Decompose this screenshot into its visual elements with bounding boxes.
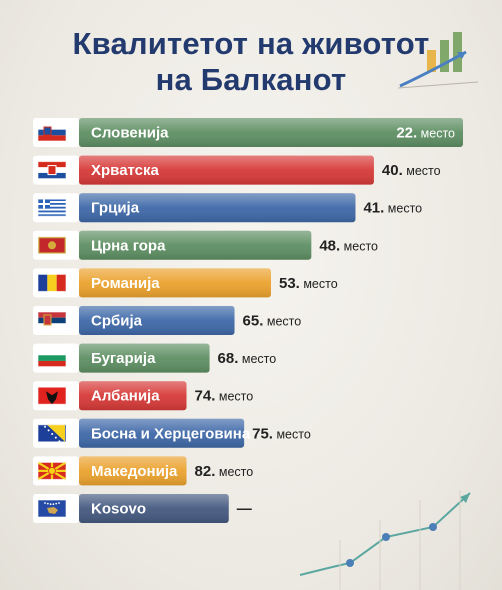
flag-montenegro-icon [37, 236, 67, 255]
category-label: Бугарија [91, 350, 156, 367]
category-label: Албанија [91, 388, 160, 405]
rank-label: 68. место [218, 350, 277, 367]
bar-shine [79, 456, 187, 486]
category-label: Македонија [91, 463, 178, 480]
rank-label: 82. место [195, 463, 254, 480]
category-label: Босна и Херцеговина [91, 425, 251, 442]
category-label: Словенија [91, 125, 169, 142]
bar-row: Романија 53. место [33, 268, 338, 298]
flag-kosovo-icon [37, 499, 67, 518]
category-label: Хрватска [91, 162, 160, 179]
growth-chart-icon [397, 32, 479, 89]
flag-serbia-icon [37, 311, 67, 330]
rank-label: 22. место [396, 125, 455, 142]
category-label: Србија [91, 313, 143, 330]
bar-shine [79, 306, 235, 335]
rank-label: — [237, 501, 252, 518]
bar-shine [79, 381, 187, 411]
bar-shine [79, 268, 271, 298]
bar-shine [79, 118, 463, 147]
bar-row: Србија 65. место [33, 306, 301, 335]
category-label: Романија [91, 275, 160, 292]
bar-row: Црна гора 48. место [33, 230, 378, 260]
category-label: Грција [91, 200, 140, 217]
flag-bosnia-icon [37, 424, 67, 443]
flag-slovenia-icon [37, 123, 67, 142]
flag-bulgaria-icon [37, 349, 67, 368]
flag-croatia-icon [37, 161, 67, 180]
rank-label: 48. место [319, 237, 378, 254]
bar-shine [79, 230, 312, 260]
bar-row: Хрватска 40. место [33, 155, 441, 185]
title-line-1: Квалитетот на животот [72, 26, 430, 61]
bar-row: Албанија 74. место [33, 381, 254, 411]
category-label: Kosovo [91, 501, 146, 518]
bar-shine [79, 343, 210, 373]
bar-row: Kosovo — [33, 494, 252, 523]
flag-greece-icon [37, 198, 67, 217]
flag-romania-icon [37, 273, 67, 292]
bar-shine [79, 193, 356, 223]
rank-label: 40. место [382, 162, 441, 179]
rank-label: 75. место [252, 425, 311, 442]
bar-row: Грција 41. место [33, 193, 422, 223]
rank-label: 65. место [243, 313, 302, 330]
rank-label: 41. место [363, 200, 422, 217]
bar-row: Босна и Херцеговина 75. место [33, 418, 311, 448]
rank-label: 53. место [279, 275, 338, 292]
bar-row: Бугарија 68. место [33, 343, 277, 373]
bar-row: Словенија 22. место [33, 118, 463, 147]
bar-shine [79, 494, 229, 523]
flag-albania-icon [37, 386, 67, 405]
bar-row: Македонија 82. место [33, 456, 254, 486]
bars-group: Словенија 22. место Хрватска 40. место Грциј… [33, 118, 463, 523]
title-line-2: на Балканот [155, 62, 347, 97]
bar-shine [79, 418, 245, 448]
rank-label: 74. место [195, 388, 254, 405]
category-label: Црна гора [91, 237, 166, 254]
trend-line-decoration [299, 490, 471, 590]
bar-shine [79, 155, 374, 185]
chart-title: Квалитетот на животот на Балканот [0, 26, 502, 98]
flag-macedonia-icon [37, 461, 67, 481]
